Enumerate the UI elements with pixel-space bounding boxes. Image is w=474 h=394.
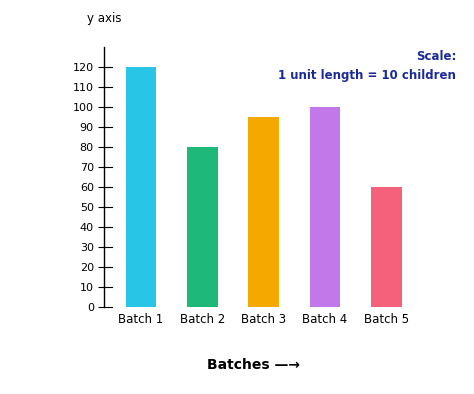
Text: Scale:
1 unit length = 10 children: Scale: 1 unit length = 10 children [278,50,456,82]
Bar [310,107,340,307]
Bar [126,67,156,307]
Text: Batches —→: Batches —→ [207,357,300,372]
Text: y axis: y axis [87,12,121,25]
Bar [187,147,218,307]
Bar [371,187,401,307]
Bar [248,117,279,307]
